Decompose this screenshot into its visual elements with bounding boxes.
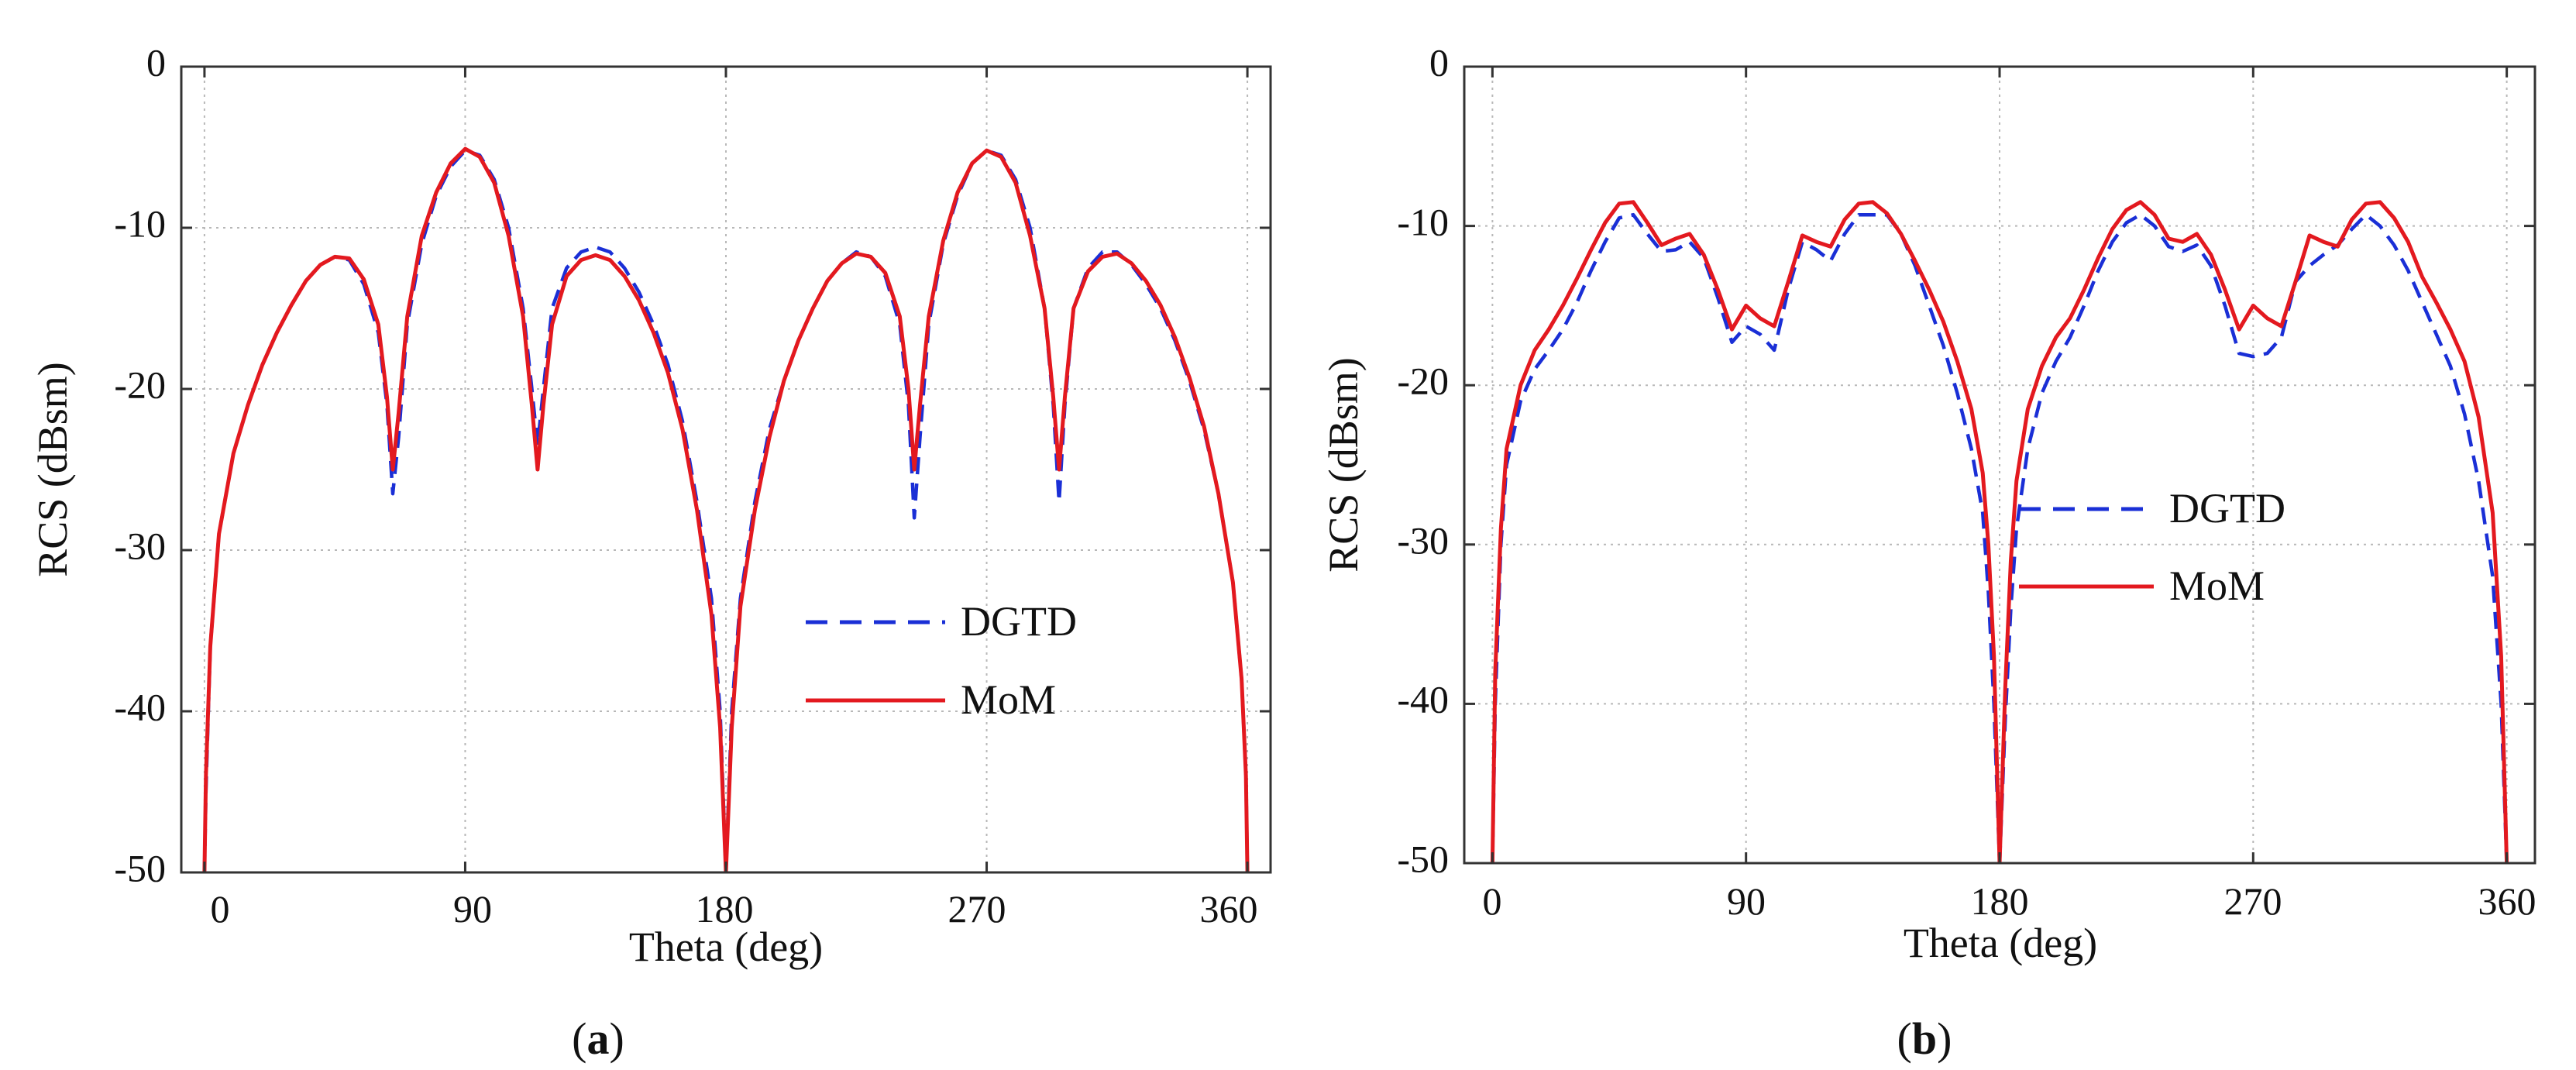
grid-a	[181, 66, 1271, 873]
legend-a: DGTD MoM	[806, 598, 1077, 723]
y-tick-label-a-5: -50	[114, 846, 166, 889]
grid-b	[1464, 66, 2535, 864]
x-tick-label-b-4: 360	[2478, 879, 2536, 923]
panel-caption-a-open: (	[572, 1013, 586, 1064]
legend-mom-label-a: MoM	[961, 676, 1056, 723]
panel-caption-b-open: (	[1897, 1013, 1912, 1064]
series-dgtd-line-b-1	[1997, 212, 2509, 863]
panel-caption-b-close: )	[1937, 1013, 1952, 1064]
chart-panel-b: 0 -10 -20 -30 -40 -50 0 90 180 270 360 T…	[1320, 40, 2536, 1064]
series-mom-line-b-3	[1997, 200, 2509, 863]
series-dgtd-line-b-0	[1491, 212, 2002, 863]
x-tick-label-b-3: 270	[2224, 879, 2282, 923]
y-tick-label-b-1: -10	[1397, 200, 1449, 243]
panel-caption-b-letter: b	[1912, 1013, 1937, 1064]
x-tick-label-a-2: 180	[696, 887, 754, 931]
series-lines-a	[202, 146, 1250, 872]
x-tick-label-a-0: 0	[211, 887, 230, 931]
legend-b: DGTD MoM	[2019, 485, 2285, 609]
series-mom-line-a-2	[202, 146, 728, 872]
series-mom-line-b-2	[1490, 200, 2002, 863]
y-tick-label-b-5: -50	[1397, 837, 1449, 880]
panel-caption-a-letter: a	[587, 1013, 610, 1064]
x-tick-label-b-0: 0	[1483, 879, 1502, 923]
panel-caption-b: (b)	[1897, 1013, 1952, 1064]
y-tick-label-a-2: -20	[114, 363, 166, 406]
chart-panel-a: 0 -10 -20 -30 -40 -50 0 90 180 270 360 T…	[29, 40, 1272, 1064]
series-lines-b	[1490, 200, 2509, 863]
tick-marks-a	[181, 65, 1271, 874]
x-tick-label-a-4: 360	[1200, 887, 1258, 931]
x-tick-label-b-1: 90	[1727, 879, 1766, 923]
y-tick-label-a-0: 0	[146, 40, 166, 84]
y-tick-label-a-3: -30	[114, 524, 166, 567]
x-axis-title-b: Theta (deg)	[1904, 920, 2097, 966]
y-tick-label-a-4: -40	[114, 685, 166, 728]
y-axis-title-b: RCS (dBsm)	[1320, 357, 1367, 573]
y-tick-label-a-1: -10	[114, 201, 166, 245]
y-tick-label-b-3: -30	[1397, 518, 1449, 562]
y-tick-label-b-4: -40	[1397, 677, 1449, 721]
legend-mom-label-b: MoM	[2169, 563, 2265, 609]
y-tick-label-b-2: -20	[1397, 359, 1449, 402]
panel-caption-a: (a)	[572, 1013, 624, 1064]
legend-dgtd-label-b: DGTD	[2169, 485, 2285, 532]
panel-caption-a-close: )	[610, 1013, 624, 1064]
x-tick-label-b-2: 180	[1971, 879, 2029, 923]
legend-dgtd-label-a: DGTD	[961, 598, 1077, 645]
x-tick-label-a-3: 270	[948, 887, 1006, 931]
x-tick-label-a-1: 90	[453, 887, 492, 931]
y-axis-title-a: RCS (dBsm)	[29, 362, 76, 577]
y-tick-label-b-0: 0	[1429, 40, 1449, 84]
x-axis-title-a: Theta (deg)	[629, 924, 823, 970]
series-mom-line-a-3	[724, 148, 1250, 872]
tick-marks-b	[1464, 65, 2535, 865]
